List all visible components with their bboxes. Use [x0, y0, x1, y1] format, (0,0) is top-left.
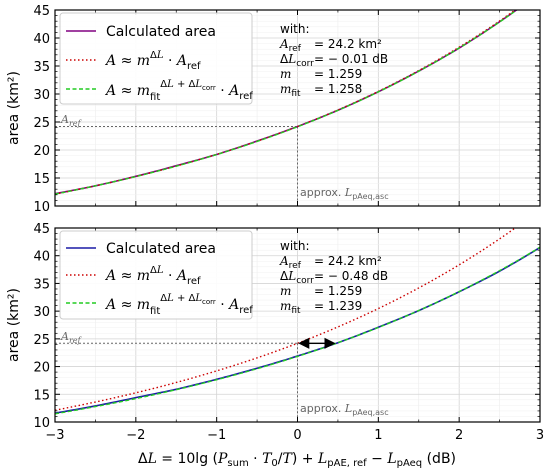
bottom-ytick-label: 25 [33, 333, 50, 348]
top-with-m-value: = 1.259 [314, 67, 362, 81]
top-ytick-label: 25 [33, 116, 50, 131]
top-with-dlcorr-value: = − 0.01 dB [314, 52, 388, 66]
top-series [55, 10, 518, 195]
top-guides [55, 125, 298, 206]
bottom-with-m-label: m [280, 284, 291, 298]
top-y-axis-label: area (km²) [6, 71, 22, 145]
top-aref-label: Aref [60, 113, 83, 128]
top-with-aref-value: = 24.2 km² [314, 37, 382, 51]
bottom-with-dlcorr-value: = − 0.48 dB [314, 269, 388, 283]
top-ytick-label: 45 [33, 4, 50, 19]
bottom-approx-label: approx. LpAeq,asc [300, 402, 389, 417]
bottom-with-mfit-label: mfit [280, 299, 301, 316]
top-with-aref-label: Aref [279, 37, 302, 54]
top-with-m-label: m [280, 67, 291, 81]
bottom-xtick-label: −3 [45, 428, 64, 443]
top-ytick-label: 35 [33, 60, 50, 75]
bottom-y-axis-label: area (km²) [6, 288, 22, 362]
bottom-ytick-label: 30 [33, 305, 50, 320]
top-panel: 10 15 20 25 30 35 40 45 area (km²) Calculated a… [6, 4, 541, 215]
bottom-plot-frame [54, 227, 541, 423]
bottom-legend-calculated: Calculated area [106, 241, 216, 257]
bottom-series-fit-model [55, 246, 540, 415]
top-ytick-label: 15 [33, 172, 50, 187]
top-with-mfit-value: = 1.258 [314, 82, 362, 96]
top-ytick-label: 20 [33, 144, 50, 159]
top-legend-box [59, 12, 253, 105]
bottom-with-aref-label: Aref [279, 254, 302, 271]
bottom-ytick-label: 10 [33, 416, 50, 431]
x-axis-label: ΔL = 10lg (Psum · T0/T) + LpAE, ref − Lp… [138, 451, 456, 469]
top-legend: Calculated area A ≈ mΔL · Aref A ≈ mfitΔ… [59, 12, 253, 105]
bottom-series [55, 228, 540, 415]
top-plot-frame [54, 9, 541, 207]
bottom-xtick-label: 2 [455, 428, 463, 443]
bottom-ytick-label: 15 [33, 388, 50, 403]
bottom-legend-box [59, 230, 253, 320]
bottom-xtick-label: 3 [536, 428, 544, 443]
top-with-block: with: Aref = 24.2 km² ΔLcorr = − 0.01 dB… [279, 22, 388, 99]
top-ytick-label: 40 [33, 32, 50, 47]
bottom-with-aref-value: = 24.2 km² [314, 254, 382, 268]
top-with-title: with: [280, 22, 310, 36]
top-approx-label: approx. LpAeq,asc [300, 186, 389, 201]
bottom-with-block: with: Aref = 24.2 km² ΔLcorr = − 0.48 dB… [279, 239, 388, 316]
top-with-mfit-label: mfit [280, 82, 301, 99]
bottom-with-m-value: = 1.259 [314, 284, 362, 298]
bottom-with-mfit-value: = 1.239 [314, 299, 362, 313]
bottom-xtick-label: 0 [293, 428, 301, 443]
bottom-ytick-label: 20 [33, 361, 50, 376]
top-ytick-label: 10 [33, 200, 50, 215]
bottom-legend: Calculated area A ≈ mΔL · Aref A ≈ mfitΔ… [59, 230, 253, 320]
bottom-xtick-label: −2 [126, 428, 145, 443]
bottom-with-title: with: [280, 239, 310, 253]
bottom-ytick-label: 45 [33, 222, 50, 237]
bottom-ytick-label: 35 [33, 277, 50, 292]
bottom-aref-label: Aref [60, 330, 83, 345]
top-series-m-model [55, 10, 517, 195]
top-legend-calculated: Calculated area [106, 24, 216, 40]
top-series-fit-model [55, 10, 518, 195]
bottom-xtick-label: −1 [207, 428, 226, 443]
bottom-ytick-label: 40 [33, 250, 50, 265]
top-ytick-label: 30 [33, 88, 50, 103]
bottom-panel: 10 15 20 25 30 35 40 45 −3 −2 −1 0 1 2 3 area (km²) Ca… [6, 222, 544, 443]
bottom-xtick-label: 1 [374, 428, 382, 443]
